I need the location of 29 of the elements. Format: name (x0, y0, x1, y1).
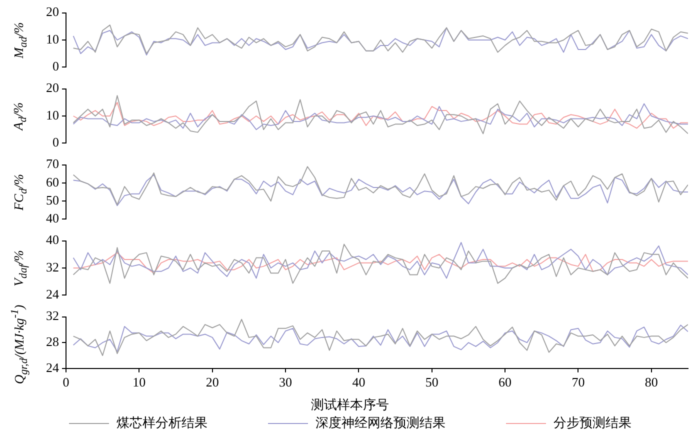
x-tick-label: 80 (644, 374, 658, 390)
y-tick-label: 32 (46, 308, 59, 324)
y-tick-label: 40 (46, 210, 59, 226)
x-tick-label: 0 (62, 374, 70, 390)
x-tick-label: 10 (132, 374, 146, 390)
x-tick-label: 50 (425, 374, 438, 390)
y-tick-label: 20 (46, 4, 59, 20)
y-tick-label: 0 (52, 134, 59, 150)
y-tick-label: 32 (46, 259, 59, 274)
y-tick-label: 40 (46, 232, 59, 248)
y-tick-label: 28 (46, 334, 59, 350)
y-tick-label: 20 (46, 80, 59, 96)
y-tick-label: 24 (46, 360, 60, 375)
x-tick-label: 70 (572, 374, 585, 390)
x-tick-label: 60 (498, 374, 512, 390)
x-tick-label: 20 (206, 374, 219, 390)
y-tick-label: 70 (46, 156, 59, 172)
x-tick-label: 30 (279, 374, 292, 390)
y-tick-label: 24 (46, 286, 60, 302)
legend-label: 深度神经网络预测结果 (316, 415, 446, 430)
y-tick-label: 0 (52, 58, 59, 74)
y-tick-label: 10 (46, 31, 59, 46)
legend-label: 分步预测结果 (554, 415, 632, 430)
x-axis-title: 测试样本序号 (310, 397, 390, 414)
legend-label: 煤芯样分析结果 (116, 415, 208, 430)
y-tick-label: 10 (46, 107, 59, 122)
x-tick-label: 40 (352, 374, 366, 390)
y-tick-label: 60 (46, 174, 59, 190)
y-tick-label: 50 (46, 192, 59, 208)
